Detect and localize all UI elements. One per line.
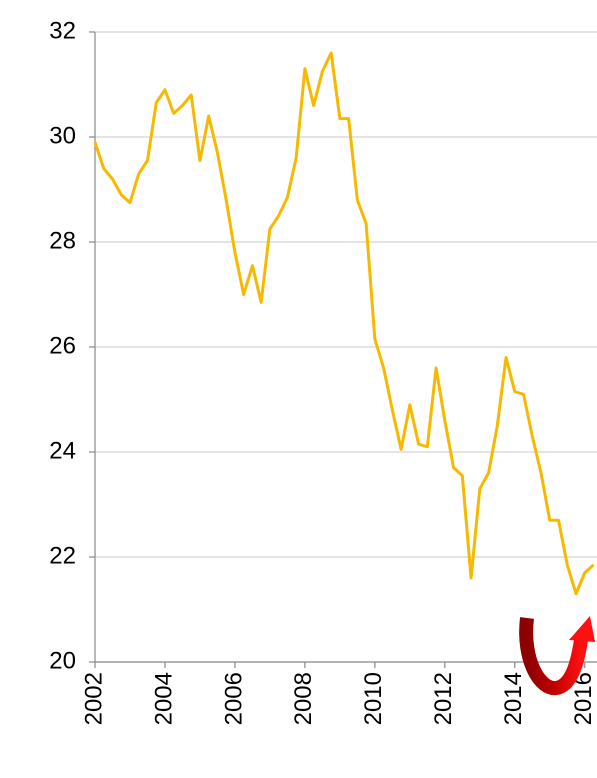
- y-tick-label: 20: [49, 647, 76, 674]
- plot: [93, 51, 595, 596]
- x-tick-label: 2004: [150, 672, 177, 725]
- trend-arrow: [519, 616, 595, 695]
- y-tick-label: 26: [49, 332, 76, 359]
- x-tick-label: 2002: [80, 672, 107, 725]
- arrow-body: [519, 617, 588, 695]
- grid: 20 22 24 26 28 30 32 2002 2004 2006 2008 2010 2012 20…: [49, 17, 597, 725]
- x-tick-label: 2014: [500, 672, 527, 725]
- data-line: [93, 51, 595, 596]
- x-tick-label: 2012: [430, 672, 457, 725]
- x-tick-label: 2008: [290, 672, 317, 725]
- y-tick-label: 30: [49, 122, 76, 149]
- x-tick-label: 2010: [360, 672, 387, 725]
- x-tick-label: 2006: [220, 672, 247, 725]
- y-tick-label: 22: [49, 542, 76, 569]
- arrow-head: [569, 616, 595, 642]
- y-tick-label: 32: [49, 17, 76, 44]
- y-tick-label: 24: [49, 437, 76, 464]
- y-tick-label: 28: [49, 227, 76, 254]
